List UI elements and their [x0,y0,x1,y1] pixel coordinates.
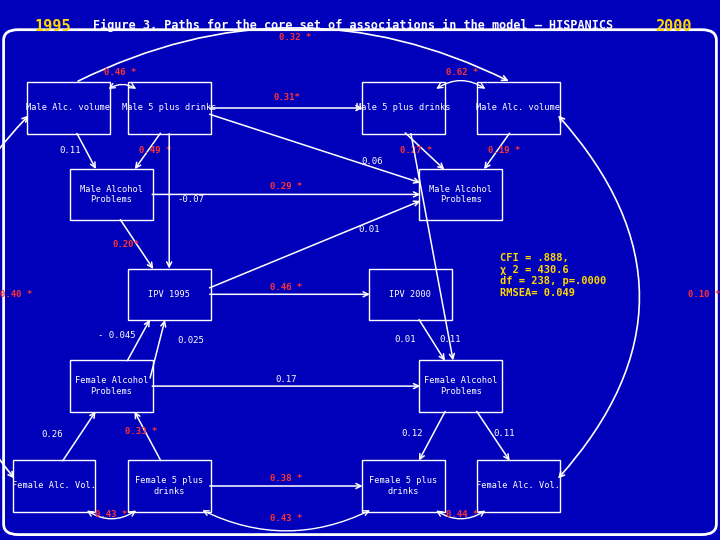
Text: 0.11: 0.11 [60,146,81,154]
Text: 0.10 *: 0.10 * [688,290,720,299]
Text: 0.11: 0.11 [493,429,515,438]
FancyBboxPatch shape [128,268,210,320]
Text: 0.49 *: 0.49 * [140,146,171,154]
Text: 0.46 *: 0.46 * [104,69,136,77]
FancyBboxPatch shape [477,82,560,133]
Text: Male Alc. volume: Male Alc. volume [477,104,560,112]
Text: Male 5 plus drinks: Male 5 plus drinks [356,104,451,112]
Text: Female Alcohol
Problems: Female Alcohol Problems [75,376,148,396]
Text: IPV 1995: IPV 1995 [148,290,190,299]
Text: 0.32 *: 0.32 * [279,33,311,42]
FancyBboxPatch shape [419,361,503,412]
Text: 0.44 *: 0.44 * [446,510,478,519]
FancyBboxPatch shape [128,460,210,512]
Text: Figure 3. Paths for the core set of associations in the model – HISPANICS: Figure 3. Paths for the core set of asso… [93,19,613,32]
Text: 0.27 *: 0.27 * [400,146,432,154]
Text: Female Alcohol
Problems: Female Alcohol Problems [424,376,498,396]
Text: -0.07: -0.07 [177,195,204,204]
Text: Female Alc. Vol.: Female Alc. Vol. [12,482,96,490]
Text: 0.20*: 0.20* [112,240,140,248]
Text: 0.62 *: 0.62 * [446,69,478,77]
Text: 0.19 *: 0.19 * [488,146,520,154]
Text: 1995: 1995 [35,19,71,34]
FancyBboxPatch shape [369,268,452,320]
Text: Female Alc. Vol.: Female Alc. Vol. [477,482,560,490]
Text: - 0.045: - 0.045 [98,332,135,340]
Text: 0.43 *: 0.43 * [96,510,127,519]
FancyBboxPatch shape [362,82,445,133]
Text: 0.11: 0.11 [439,335,461,343]
Text: IPV 2000: IPV 2000 [390,290,431,299]
Text: 0.38 *: 0.38 * [271,475,302,483]
Text: Male Alcohol
Problems: Male Alcohol Problems [80,185,143,204]
Text: 0.12: 0.12 [401,429,423,438]
Text: Male 5 plus drinks: Male 5 plus drinks [122,104,217,112]
Text: 0.01: 0.01 [395,335,416,343]
Text: 0.01: 0.01 [359,225,380,234]
Text: 2000: 2000 [655,19,691,34]
FancyBboxPatch shape [12,460,95,512]
Text: 0.26: 0.26 [41,430,63,439]
FancyBboxPatch shape [27,82,109,133]
Text: 0.06: 0.06 [361,158,383,166]
FancyBboxPatch shape [477,460,560,512]
Text: Male Alcohol
Problems: Male Alcohol Problems [429,185,492,204]
Text: CFI = .888,
χ 2 = 430.6
df = 238, p=.0000
RMSEA= 0.049: CFI = .888, χ 2 = 430.6 df = 238, p=.000… [500,253,607,298]
Text: 0.40 *: 0.40 * [0,290,32,299]
Text: 0.025: 0.025 [177,336,204,345]
Text: 0.33 *: 0.33 * [125,428,157,436]
Text: 0.31*: 0.31* [273,93,300,102]
FancyBboxPatch shape [362,460,445,512]
Text: 0.29 *: 0.29 * [271,182,302,191]
FancyBboxPatch shape [419,168,503,220]
Text: Female 5 plus
drinks: Female 5 plus drinks [369,476,437,496]
FancyBboxPatch shape [128,82,210,133]
Text: Female 5 plus
drinks: Female 5 plus drinks [135,476,203,496]
FancyBboxPatch shape [71,361,153,412]
Text: 0.46 *: 0.46 * [271,283,302,292]
Text: Male Alc. volume: Male Alc. volume [27,104,110,112]
Text: 0.43 *: 0.43 * [271,514,302,523]
FancyBboxPatch shape [71,168,153,220]
Text: 0.17: 0.17 [276,375,297,383]
